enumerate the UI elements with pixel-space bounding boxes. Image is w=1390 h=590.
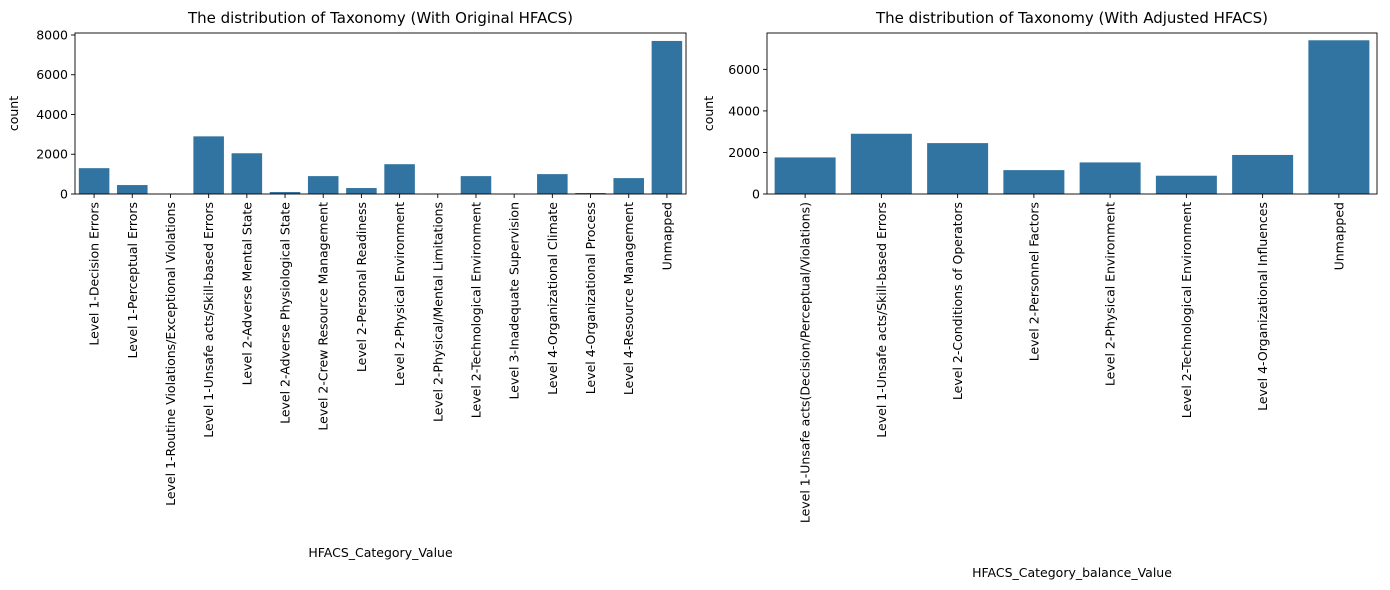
- x-tick-label: Level 4-Resource Management: [621, 202, 636, 395]
- bar: [1232, 154, 1294, 194]
- x-tick-label: Level 2-Personal Readiness: [354, 202, 369, 372]
- x-tick-label: Level 2-Physical/Mental Limitations: [430, 202, 445, 422]
- x-tick-label: Level 1-Unsafe acts(Decision/Perceptual/…: [798, 202, 813, 523]
- bar: [1079, 162, 1141, 194]
- x-tick-label: Level 2-Personnel Factors: [1026, 202, 1041, 361]
- y-axis-label: count: [6, 96, 21, 131]
- x-tick-label: Level 1-Routine Violations/Exceptional V…: [163, 202, 178, 506]
- y-tick-label: 6000: [36, 67, 68, 82]
- x-tick-label: Level 4-Organizational Process: [583, 202, 598, 394]
- y-tick-label: 8000: [36, 27, 68, 42]
- x-axis-label: HFACS_Category_balance_Value: [972, 565, 1172, 580]
- x-tick-label: Level 1-Unsafe acts/Skill-based Errors: [201, 202, 216, 438]
- chart-panel-1: The distribution of Taxonomy (With Origi…: [6, 9, 687, 560]
- bar: [1155, 175, 1217, 194]
- bar: [117, 185, 148, 194]
- bar: [460, 176, 492, 194]
- y-axis-label: count: [701, 96, 716, 131]
- x-tick-label: Level 1-Perceptual Errors: [125, 202, 140, 359]
- x-tick-label: Level 4-Organizational Climate: [545, 202, 560, 395]
- x-tick-label: Level 4-Organizational Influences: [1255, 202, 1270, 411]
- x-tick-label: Level 2-Adverse Mental State: [239, 202, 254, 386]
- axes-frame: [766, 32, 1378, 195]
- bar: [575, 193, 606, 194]
- x-tick-label: Unmapped: [1331, 202, 1346, 270]
- bar: [78, 168, 110, 194]
- bar: [537, 174, 568, 194]
- bar: [193, 136, 224, 194]
- bar: [774, 157, 836, 194]
- chart-panel-2: The distribution of Taxonomy (With Adjus…: [701, 9, 1378, 580]
- chart-title: The distribution of Taxonomy (With Adjus…: [875, 9, 1268, 27]
- axes-frame: [74, 32, 687, 195]
- x-tick-label: Level 1-Unsafe acts/Skill-based Errors: [874, 202, 889, 438]
- bar: [384, 164, 415, 194]
- y-tick-label: 4000: [36, 107, 68, 122]
- x-tick-label: Level 2-Technological Environment: [1179, 202, 1194, 418]
- chart-title: The distribution of Taxonomy (With Origi…: [187, 9, 573, 27]
- y-tick-label: 2000: [728, 145, 760, 160]
- bar: [231, 153, 263, 194]
- bar: [927, 143, 989, 194]
- x-tick-label: Unmapped: [659, 202, 674, 270]
- bar: [307, 176, 339, 194]
- x-tick-label: Level 2-Physical Environment: [1103, 202, 1118, 386]
- x-tick-label: Level 2-Adverse Physiological State: [278, 202, 293, 424]
- x-tick-label: Level 2-Conditions of Operators: [950, 202, 965, 400]
- y-tick-label: 6000: [728, 62, 760, 77]
- x-tick-label: Level 1-Decision Errors: [87, 202, 102, 346]
- y-tick-label: 4000: [728, 103, 760, 118]
- x-axis-label: HFACS_Category_Value: [308, 545, 453, 560]
- y-tick-label: 0: [752, 187, 760, 202]
- y-tick-label: 2000: [36, 147, 68, 162]
- bar: [613, 178, 644, 194]
- x-tick-label: Level 2-Physical Environment: [392, 202, 407, 386]
- x-tick-label: Level 2-Technological Environment: [468, 202, 483, 418]
- bar: [269, 192, 301, 194]
- bar: [850, 133, 912, 194]
- y-tick-label: 0: [60, 187, 68, 202]
- x-tick-label: Level 2-Crew Resource Management: [316, 202, 331, 431]
- bar: [346, 188, 377, 194]
- bar: [1308, 40, 1370, 195]
- x-tick-label: Level 3-Inadequate Supervision: [507, 202, 522, 399]
- bar: [1003, 170, 1065, 194]
- bar: [651, 40, 683, 194]
